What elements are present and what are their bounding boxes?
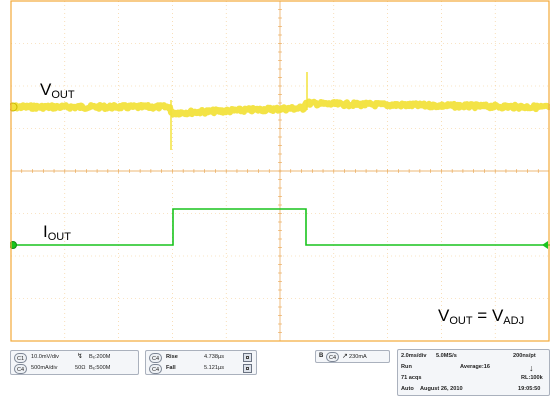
iout-trace xyxy=(10,208,550,246)
acquisition-count: 71 acqs xyxy=(401,375,422,381)
graticule-border xyxy=(10,0,550,342)
ch1-tag[interactable]: C1 xyxy=(14,353,27,363)
dc-coupling-icon: ↯ xyxy=(77,353,83,360)
fall-channel-tag: C4 xyxy=(149,364,162,374)
graticule xyxy=(10,0,550,342)
sample-rate: 5.0MS/s xyxy=(436,353,457,359)
timebase: 2.0ms/div xyxy=(401,353,427,359)
rise-channel-tag: C4 xyxy=(149,353,162,363)
trigger-mode: Auto xyxy=(401,386,414,392)
acquisition-state: Run xyxy=(401,364,412,370)
rise-label: Rise xyxy=(166,354,178,360)
ch4-impedance: 50Ω xyxy=(75,365,86,371)
trigger-icon: B xyxy=(319,353,324,359)
ch1-bandwidth: Bₑ:200M xyxy=(89,354,111,360)
ch4-scale: 500mA/div xyxy=(31,365,58,371)
traces xyxy=(10,72,550,249)
ch4-tag[interactable]: C4 xyxy=(14,364,27,374)
settings-bar: C1 10.0mV/div ↯ Bₑ:200M C4 500mA/div 50Ω… xyxy=(0,343,550,401)
acquisition-mode: Average:16 xyxy=(460,364,490,370)
trigger-position-icon: ↓ xyxy=(529,363,534,373)
time: 19:05:50 xyxy=(518,386,541,392)
ch4-offset-marker xyxy=(10,241,17,249)
waveform-display: VOUT IOUT VOUT = VADJ xyxy=(10,0,550,343)
ch1-offset-marker xyxy=(10,102,18,112)
record-length: RL:100k xyxy=(521,375,543,381)
channel-settings-panel[interactable]: C1 10.0mV/div ↯ Bₑ:200M C4 500mA/div 50Ω… xyxy=(10,350,139,375)
ch1-scale: 10.0mV/div xyxy=(31,354,59,360)
vout-label: VOUT xyxy=(40,80,75,101)
rise-value: 4.738µs xyxy=(204,354,225,360)
fall-value: 5.121µs xyxy=(204,365,225,371)
fall-label: Fall xyxy=(166,365,176,371)
trigger-level: 230mA xyxy=(349,354,367,360)
ch4-bandwidth: Bₑ:500M xyxy=(89,365,111,371)
trigger-channel-tag: C4 xyxy=(326,352,339,362)
resolution: 200ns/pt xyxy=(513,353,536,359)
acquisition-panel[interactable]: 2.0ms/div 5.0MS/s 200ns/pt Run Average:1… xyxy=(397,349,550,396)
iout-label: IOUT xyxy=(43,222,71,243)
trigger-panel[interactable]: B C4 ↗ 230mA xyxy=(315,350,390,363)
vout-equals-vadj-label: VOUT = VADJ xyxy=(438,306,525,327)
graticule-grid xyxy=(10,0,550,342)
rise-stats-icon[interactable] xyxy=(243,353,252,362)
fall-stats-icon[interactable] xyxy=(243,364,252,373)
date: August 26, 2010 xyxy=(420,386,463,392)
rising-edge-icon: ↗ xyxy=(342,353,348,360)
vout-trace xyxy=(10,98,550,118)
measurements-panel[interactable]: C4 Rise 4.738µs C4 Fall 5.121µs xyxy=(145,350,257,375)
ch4-right-marker xyxy=(542,241,548,249)
